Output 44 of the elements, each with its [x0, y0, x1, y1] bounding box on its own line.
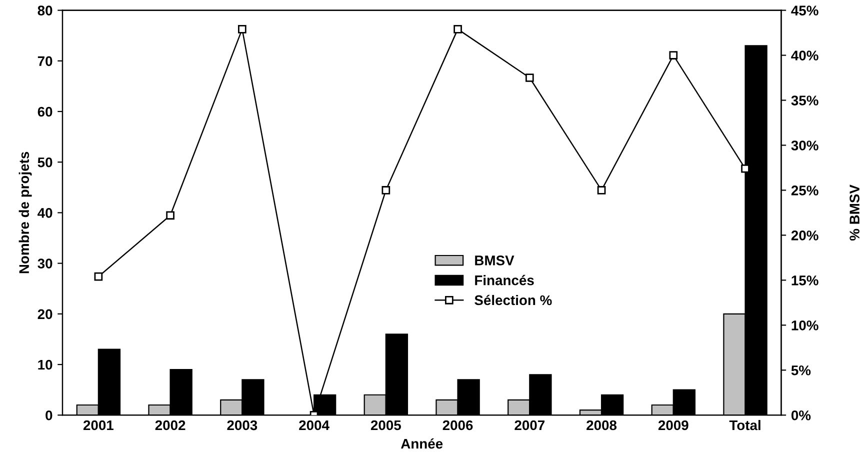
legend-label: Financés	[475, 274, 534, 286]
y-tick-label: 70	[38, 56, 52, 66]
point	[382, 186, 390, 194]
y-axis-title: Nombre de projets	[18, 152, 32, 274]
x-tick-label: 2002	[155, 420, 186, 430]
x-tick-label: 2009	[658, 420, 688, 430]
point	[669, 51, 678, 60]
x-tick-label: 2007	[514, 420, 544, 430]
y-tick-label: 40	[38, 208, 52, 218]
y-tick-label: 30	[38, 258, 52, 268]
x-tick-label: 2008	[586, 420, 617, 430]
y-tick-label: 20	[38, 309, 52, 320]
point	[454, 25, 462, 34]
y2-tick-label: 20%	[791, 230, 818, 240]
y2-tick-label: 15%	[792, 276, 818, 286]
y2-tick-label: 5%	[791, 366, 811, 376]
x-axis-title: Année	[400, 438, 443, 449]
y2-axis-title: % BMSV	[850, 184, 860, 241]
x-tick-label: 2001	[83, 420, 114, 430]
x-tick-label: 2005	[370, 420, 401, 430]
x-tick-label: Total	[729, 420, 760, 430]
y2-tick-label: 25%	[791, 186, 818, 196]
point	[166, 211, 174, 220]
y2-tick-label: 40%	[791, 50, 818, 60]
point	[741, 164, 750, 173]
y-tick-label: 50	[38, 157, 52, 168]
y-tick-label: 60	[38, 106, 52, 117]
x-tick-label: 2004	[299, 420, 330, 430]
y2-tick-label: 0%	[791, 410, 811, 420]
legend-label: BMSV	[475, 256, 514, 266]
y-tick-label: 0	[46, 410, 52, 420]
point	[238, 25, 246, 34]
y-tick-label: 80	[38, 6, 52, 16]
point	[525, 74, 534, 82]
point	[597, 186, 606, 194]
x-tick-label: 2003	[227, 420, 258, 430]
y2-tick-label: 45%	[791, 6, 818, 16]
x-tick-label: 2006	[442, 420, 473, 430]
legend-label: Sélection %	[474, 294, 552, 306]
y-tick-label: 10	[38, 360, 52, 370]
y2-tick-label: 35%	[791, 96, 818, 106]
y2-tick-label: 30%	[791, 140, 818, 150]
point	[94, 272, 103, 281]
y2-tick-label: 10%	[792, 320, 818, 330]
